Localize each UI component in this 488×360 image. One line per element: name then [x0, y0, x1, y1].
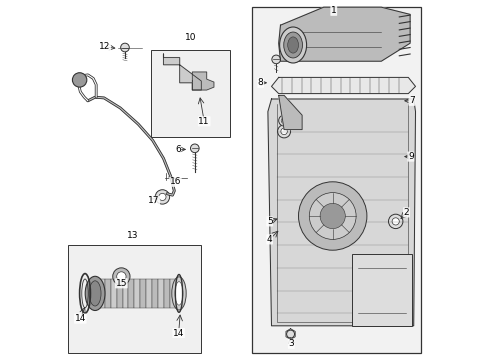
Circle shape	[159, 193, 166, 201]
Text: 7: 7	[408, 96, 414, 105]
Circle shape	[320, 203, 345, 229]
Bar	[116, 279, 122, 308]
Bar	[170, 279, 176, 308]
Bar	[104, 279, 110, 308]
Bar	[110, 279, 116, 308]
Circle shape	[391, 218, 399, 225]
Bar	[99, 279, 104, 308]
Polygon shape	[271, 77, 415, 94]
Circle shape	[278, 115, 289, 126]
Bar	[152, 279, 158, 308]
Circle shape	[387, 214, 402, 229]
Circle shape	[72, 73, 87, 87]
Bar	[134, 279, 140, 308]
Bar	[128, 279, 134, 308]
Bar	[352, 254, 411, 326]
Bar	[164, 279, 170, 308]
Ellipse shape	[171, 277, 186, 310]
Text: 6: 6	[175, 145, 181, 154]
Bar	[251, 7, 420, 353]
Text: 14: 14	[173, 328, 184, 338]
Text: 12: 12	[99, 42, 110, 51]
Bar	[146, 279, 152, 308]
Text: 16: 16	[169, 177, 181, 186]
Polygon shape	[267, 99, 415, 326]
Circle shape	[190, 144, 199, 153]
Text: 10: 10	[184, 33, 196, 42]
Ellipse shape	[283, 32, 302, 58]
Circle shape	[280, 128, 287, 135]
Polygon shape	[278, 7, 409, 61]
Circle shape	[155, 190, 169, 204]
Text: 8: 8	[257, 78, 263, 87]
Ellipse shape	[89, 281, 101, 306]
Text: 17: 17	[148, 197, 159, 205]
Text: 5: 5	[266, 217, 272, 226]
Circle shape	[286, 330, 294, 338]
Bar	[68, 245, 201, 353]
Ellipse shape	[279, 27, 306, 63]
Ellipse shape	[85, 276, 105, 310]
Circle shape	[309, 193, 355, 239]
Circle shape	[277, 125, 290, 138]
Text: 2: 2	[403, 208, 408, 217]
Bar	[158, 279, 164, 308]
Text: 14: 14	[75, 314, 86, 323]
Bar	[151, 50, 230, 137]
Text: 3: 3	[288, 339, 294, 348]
Ellipse shape	[287, 37, 298, 53]
Circle shape	[271, 55, 280, 64]
Polygon shape	[163, 54, 201, 90]
Text: 13: 13	[127, 231, 139, 240]
Polygon shape	[192, 72, 213, 90]
Ellipse shape	[175, 282, 183, 305]
Text: 9: 9	[407, 152, 413, 161]
Bar	[122, 279, 128, 308]
Text: 4: 4	[266, 235, 272, 244]
Bar	[140, 279, 146, 308]
Circle shape	[121, 43, 129, 52]
Text: 1: 1	[330, 6, 336, 15]
Polygon shape	[278, 95, 302, 130]
Text: 15: 15	[115, 279, 127, 288]
Circle shape	[298, 182, 366, 250]
Circle shape	[281, 118, 286, 123]
Text: 11: 11	[198, 117, 209, 126]
Circle shape	[117, 272, 126, 281]
Circle shape	[113, 268, 130, 285]
